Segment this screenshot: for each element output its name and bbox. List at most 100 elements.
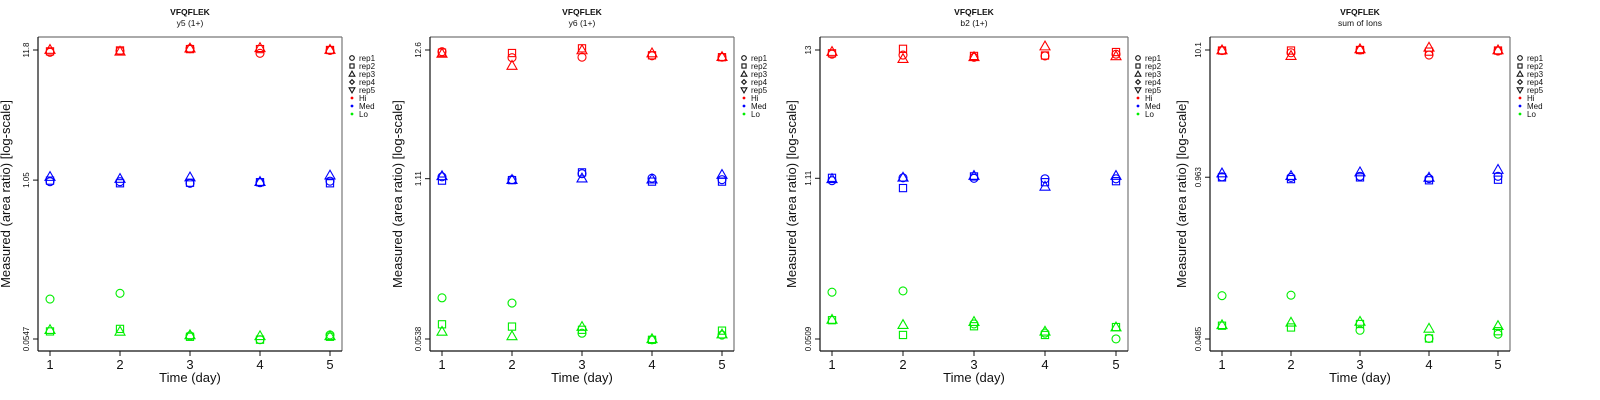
x-tick-label: 1: [46, 357, 53, 372]
data-point-lo-rep3: [897, 318, 909, 329]
legend-rep4-icon: [1516, 78, 1524, 86]
legend-dot-icon: [1518, 96, 1522, 100]
legend-label: rep2: [359, 62, 376, 71]
data-point-med-rep2: [1493, 175, 1503, 184]
data-point-lo-rep1: [507, 298, 517, 308]
legend-dot-icon: [1518, 104, 1522, 108]
data-point-hi-rep3: [716, 50, 728, 62]
data-point-med-rep2: [115, 179, 125, 188]
data-point-med-rep1: [325, 176, 335, 186]
data-point-lo-rep3: [44, 323, 56, 335]
legend-rep2-icon: [741, 63, 747, 69]
data-point-hi-rep3: [1423, 41, 1435, 52]
chart-title: VFQFLEK: [954, 7, 995, 17]
legend-dot-icon: [350, 96, 354, 100]
data-point-hi-rep3: [897, 52, 909, 64]
data-point-hi-rep2: [898, 44, 908, 53]
legend-dot-icon: [1518, 112, 1522, 116]
legend-label: rep4: [359, 78, 376, 87]
data-point-med-rep2: [647, 177, 657, 186]
data-point-lo-rep1: [45, 294, 55, 304]
data-point-hi-rep3: [506, 59, 518, 70]
data-point-hi-rep3: [1216, 43, 1228, 55]
legend-label: rep4: [1527, 78, 1544, 87]
y-tick-label: 10.1: [1194, 42, 1203, 58]
legend-label: Lo: [1527, 110, 1536, 119]
legend-label: Hi: [359, 94, 367, 103]
legend-label: rep1: [1145, 54, 1162, 63]
legend-label: rep4: [1145, 78, 1162, 87]
data-point-med-rep1: [717, 175, 727, 185]
legend-label: rep4: [751, 78, 768, 87]
data-point-lo-rep2: [1286, 323, 1296, 332]
legend-dot-icon: [1136, 104, 1140, 108]
data-point-med-rep3: [897, 171, 909, 182]
data-point-lo-rep3: [506, 329, 518, 341]
data-point-hi-rep3: [44, 43, 56, 54]
data-point-med-rep3: [1285, 169, 1297, 181]
data-point-lo-rep3: [826, 313, 838, 324]
legend-label: rep2: [1145, 62, 1162, 71]
x-axis-label: Time (day): [943, 370, 1005, 385]
x-tick-label: 2: [508, 357, 515, 372]
data-point-med-rep3: [44, 170, 56, 181]
data-point-med-rep3: [254, 175, 266, 186]
data-point-lo-rep1: [1424, 333, 1434, 343]
data-point-lo-rep1: [1355, 325, 1365, 335]
data-point-lo-rep2: [717, 326, 727, 335]
legend-label: Med: [1145, 102, 1161, 111]
data-point-hi-rep3: [1285, 49, 1297, 60]
legend-rep5-icon: [1516, 87, 1524, 94]
legend-rep3-icon: [1134, 70, 1142, 77]
data-point-lo-rep3: [968, 315, 980, 326]
data-point-lo-rep3: [184, 328, 196, 340]
data-point-hi-rep2: [1111, 47, 1121, 57]
y-tick-label: 13: [804, 45, 813, 54]
legend-label: rep5: [359, 86, 376, 95]
legend-rep4-icon: [1134, 78, 1142, 86]
data-point-med-rep3: [1110, 169, 1122, 180]
data-point-hi-rep3: [1039, 40, 1051, 51]
data-point-hi-rep3: [1492, 43, 1504, 55]
y-axis-label: Measured (area ratio) [log-scale]: [1174, 100, 1189, 288]
data-point-lo-rep2: [437, 320, 447, 329]
data-point-med-rep2: [1111, 177, 1121, 186]
legend-label: rep3: [1527, 70, 1544, 79]
data-point-med-rep2: [1355, 173, 1365, 182]
legend-label: rep5: [751, 86, 768, 95]
legend-rep3-icon: [740, 70, 748, 77]
y-tick-label: 0.0547: [22, 326, 31, 351]
data-point-med-rep3: [646, 173, 658, 184]
data-point-med-rep3: [114, 172, 126, 183]
data-point-lo-rep3: [1216, 318, 1228, 330]
legend-label: rep2: [1527, 62, 1544, 71]
x-tick-label: 3: [970, 357, 977, 372]
data-point-med-rep3: [576, 172, 588, 183]
data-point-med-rep2: [898, 183, 908, 193]
data-point-med-rep2: [577, 168, 587, 177]
x-axis-label: Time (day): [1329, 370, 1391, 385]
legend-rep5-icon: [1134, 87, 1142, 94]
x-tick-label: 5: [718, 357, 725, 372]
data-point-med-rep3: [968, 169, 980, 180]
legend-label: Lo: [359, 110, 368, 119]
x-tick-label: 3: [186, 357, 193, 372]
x-tick-label: 4: [1425, 357, 1432, 372]
legend-label: rep1: [359, 54, 376, 63]
data-point-med-rep3: [324, 169, 336, 180]
legend-label: rep3: [1145, 70, 1162, 79]
legend-label: Med: [359, 102, 375, 111]
data-point-lo-rep3: [1110, 320, 1122, 332]
data-point-hi-rep3: [436, 47, 448, 58]
legend-label: rep3: [751, 70, 768, 79]
data-point-lo-rep3: [1354, 315, 1366, 326]
data-point-med-rep2: [1217, 173, 1227, 182]
data-point-hi-rep2: [1286, 46, 1296, 55]
data-point-med-rep2: [437, 176, 447, 185]
data-point-lo-rep2: [1424, 334, 1434, 343]
legend-label: rep1: [751, 54, 768, 63]
